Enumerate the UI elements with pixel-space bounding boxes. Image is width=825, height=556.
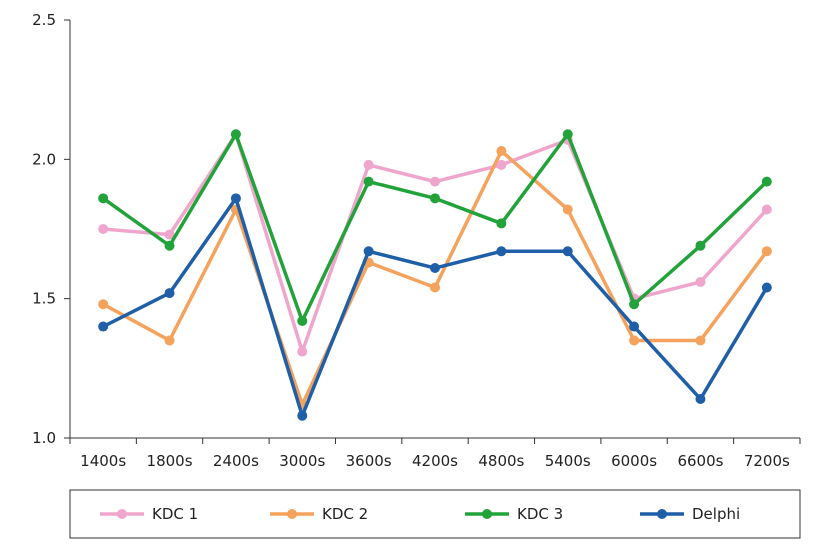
series-kdc-2 [98,145,772,410]
series-delphi [98,193,772,421]
series-kdc-3 [98,129,772,326]
data-point [430,263,440,274]
data-point [430,176,440,187]
y-tick-label: 1.5 [32,290,56,308]
y-tick-label: 2.0 [32,150,56,168]
legend-item: KDC 3 [465,505,563,523]
legend-item: KDC 2 [270,505,368,523]
data-point [363,159,374,170]
data-point [98,224,109,234]
data-point [363,176,374,187]
data-point [761,282,772,293]
data-point [695,240,706,251]
data-point [164,335,175,346]
legend-swatch-marker [287,509,297,519]
data-point [230,193,241,204]
data-point [496,218,507,229]
data-point [761,204,772,215]
data-point [695,393,706,404]
data-point [562,204,573,215]
data-point [629,321,640,332]
data-point [496,159,507,170]
data-point [164,240,175,251]
x-tick-label: 6600s [677,452,723,470]
series-layer [98,129,772,421]
data-point [363,246,374,257]
data-point [430,193,440,204]
data-point [164,229,175,240]
y-tick-label: 2.5 [32,11,56,29]
legend: KDC 1 KDC 2 KDC 3 Delphi [69,489,801,539]
series-line [102,132,769,323]
data-point [562,246,573,257]
data-point [761,246,772,257]
data-point [629,299,640,310]
legend-swatch-marker [482,509,492,519]
x-tick-label: 1400s [80,452,126,470]
x-tick-label: 6000s [611,452,657,470]
y-tick-label: 1.0 [32,429,56,447]
x-tick-label: 4200s [412,452,458,470]
data-point [430,282,440,293]
data-point [761,176,772,187]
data-point [230,129,241,140]
legend-label: Delphi [692,505,740,523]
data-point [695,335,706,346]
series-kdc-1 [98,129,772,357]
legend-swatch-marker [657,509,667,519]
data-point [297,346,308,357]
data-point [164,288,175,299]
legend-swatch-marker [117,509,127,519]
data-point [496,246,507,257]
legend-label: KDC 1 [152,505,198,523]
axes: 1.0 1.5 2.0 2.5 1400s 1800s 2400s 3000s 3600s 420… [32,11,801,470]
legend-item: KDC 1 [100,505,198,523]
data-point [562,129,573,140]
data-point [496,145,507,156]
series-line [102,196,769,418]
x-tick-label: 3000s [279,452,325,470]
data-point [297,410,308,421]
data-point [297,315,308,326]
legend-item: Delphi [640,505,740,523]
x-tick-label: 1800s [147,452,193,470]
x-tick-label: 5400s [545,452,591,470]
x-tick-label: 7200s [744,452,790,470]
data-point [629,335,640,346]
data-point [98,299,109,310]
legend-label: KDC 2 [322,505,368,523]
x-tick-label: 3600s [346,452,392,470]
legend-label: KDC 3 [517,505,563,523]
data-point [695,276,706,287]
x-tick-label: 2400s [213,452,259,470]
data-point [98,193,109,204]
data-point [98,321,109,332]
x-tick-label: 4800s [478,452,524,470]
